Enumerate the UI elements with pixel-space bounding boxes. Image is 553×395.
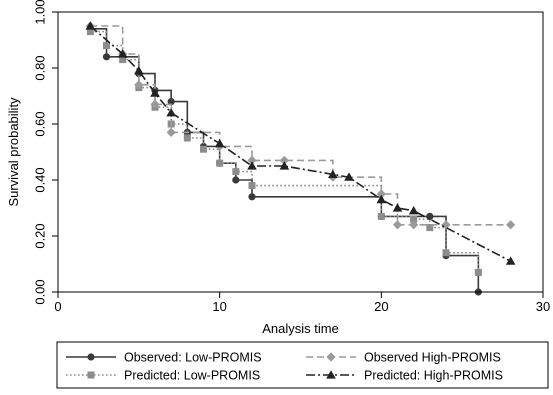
axes: 0 10 20 30 0.00 0.20 0.40 0.60 0.80 1.00: [33, 0, 551, 314]
data-point: [166, 127, 176, 137]
data-point: [248, 182, 256, 190]
data-point: [408, 206, 419, 215]
data-point: [248, 193, 256, 201]
series-3: [85, 21, 516, 230]
data-point: [474, 268, 482, 276]
x-tick-label: 20: [374, 299, 388, 314]
data-point: [442, 249, 450, 257]
y-tick-label: 0.80: [33, 55, 48, 80]
legend-marker: [326, 352, 336, 362]
data-point: [426, 224, 434, 232]
legend-marker: [326, 370, 336, 379]
legend-label: Observed: Low-PROMIS: [124, 350, 262, 364]
data-point: [247, 161, 257, 170]
x-tick-label: 0: [54, 299, 61, 314]
legend-label: Predicted: High-PROMIS: [364, 368, 503, 382]
y-tick-label: 1.00: [33, 0, 48, 25]
data-point: [166, 108, 176, 117]
data-point: [279, 155, 289, 165]
legend-label: Predicted: Low-PROMIS: [124, 368, 260, 382]
data-point: [216, 159, 224, 167]
legend-marker: [87, 371, 95, 379]
data-point: [119, 56, 127, 64]
data-point: [376, 189, 386, 199]
data-point: [410, 215, 418, 223]
data-point: [117, 49, 128, 58]
data-point: [86, 28, 94, 36]
x-tick-label: 30: [536, 299, 550, 314]
plot-area: [85, 21, 516, 296]
data-point: [506, 220, 516, 230]
series-2: [86, 28, 482, 276]
data-point: [150, 99, 160, 109]
y-tick-label: 0.20: [33, 223, 48, 248]
data-point: [200, 145, 207, 153]
data-point: [376, 194, 387, 204]
data-point: [167, 98, 175, 106]
data-point: [134, 66, 144, 75]
legend-marker: [87, 353, 95, 361]
data-point: [85, 21, 96, 30]
y-axis-title: Survival probability: [6, 97, 21, 207]
data-point: [103, 42, 110, 50]
data-point: [344, 172, 354, 181]
series-line: [90, 30, 480, 273]
data-point: [392, 203, 403, 212]
legend-item: Predicted: High-PROMIS: [306, 368, 503, 382]
x-tick-label: 10: [212, 299, 226, 314]
data-point: [409, 220, 419, 230]
data-point: [102, 53, 111, 61]
data-point: [392, 220, 403, 230]
data-point: [134, 80, 144, 90]
data-point: [150, 88, 160, 97]
series-4: [85, 21, 516, 265]
legend-label: Observed High-PROMIS: [364, 350, 501, 364]
y-tick-label: 0.40: [33, 167, 48, 192]
data-point: [377, 212, 385, 220]
legend-item: Observed High-PROMIS: [306, 350, 501, 364]
data-point: [183, 134, 191, 142]
legend-item: Predicted: Low-PROMIS: [66, 368, 260, 382]
legend: Observed: Low-PROMIS Observed High-PROMIS…: [56, 341, 549, 389]
series-line: [89, 25, 512, 262]
data-point: [214, 138, 225, 148]
x-axis-title: Analysis time: [262, 321, 339, 336]
series-line: [90, 25, 511, 226]
data-point: [232, 176, 240, 184]
plot-frame: [57, 11, 544, 293]
data-point: [279, 161, 290, 170]
data-point: [505, 256, 516, 265]
y-tick-label: 0.60: [33, 111, 48, 136]
legend-item: Observed: Low-PROMIS: [66, 350, 262, 364]
data-point: [247, 155, 257, 165]
data-point: [232, 168, 240, 176]
data-point: [328, 169, 338, 178]
y-tick-label: 0.00: [33, 279, 48, 304]
legend-box: [56, 341, 549, 389]
